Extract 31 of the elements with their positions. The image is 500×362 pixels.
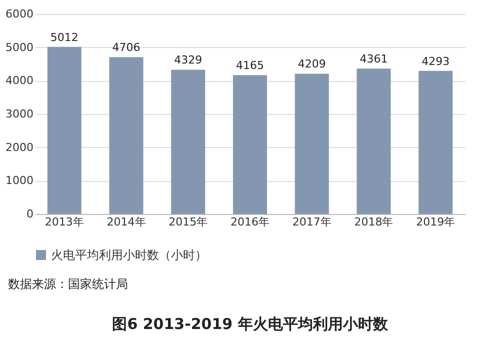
x-tick-label: 2014年	[106, 216, 146, 228]
data-label: 4361	[360, 52, 388, 66]
source-note: 数据来源：国家统计局	[8, 276, 129, 293]
x-tick-label: 2018年	[354, 216, 394, 228]
y-tick-label: 1000	[6, 174, 34, 188]
bar	[418, 70, 453, 214]
x-tick-label: 2015年	[168, 216, 208, 228]
y-tick-label: 6000	[6, 8, 34, 20]
data-label: 4706	[112, 41, 140, 54]
data-label: 5012	[50, 30, 78, 44]
x-tick-label: 2016年	[230, 216, 270, 228]
y-tick-label: 2000	[6, 140, 34, 154]
data-label: 4165	[236, 59, 264, 72]
x-tick-label: 2019年	[416, 216, 456, 228]
caption: 图6 2013-2019 年火电平均利用小时数	[111, 315, 389, 334]
bar	[294, 74, 329, 214]
y-tick-label: 3000	[6, 108, 34, 120]
data-label: 4209	[298, 58, 326, 71]
x-tick-label: 2017年	[292, 216, 332, 228]
y-tick-label: 0	[26, 208, 34, 220]
data-label: 4329	[174, 54, 202, 67]
y-tick-label: 5000	[6, 40, 34, 54]
x-tick-label: 2013年	[44, 216, 84, 228]
bar	[109, 57, 144, 214]
bar	[232, 75, 268, 214]
bar	[47, 46, 82, 214]
bar	[171, 70, 206, 214]
legend-label: 火电平均利用小时数（小时）	[51, 248, 207, 262]
y-tick-label: 4000	[6, 74, 34, 88]
bar	[356, 68, 391, 214]
data-label: 4293	[422, 54, 450, 68]
